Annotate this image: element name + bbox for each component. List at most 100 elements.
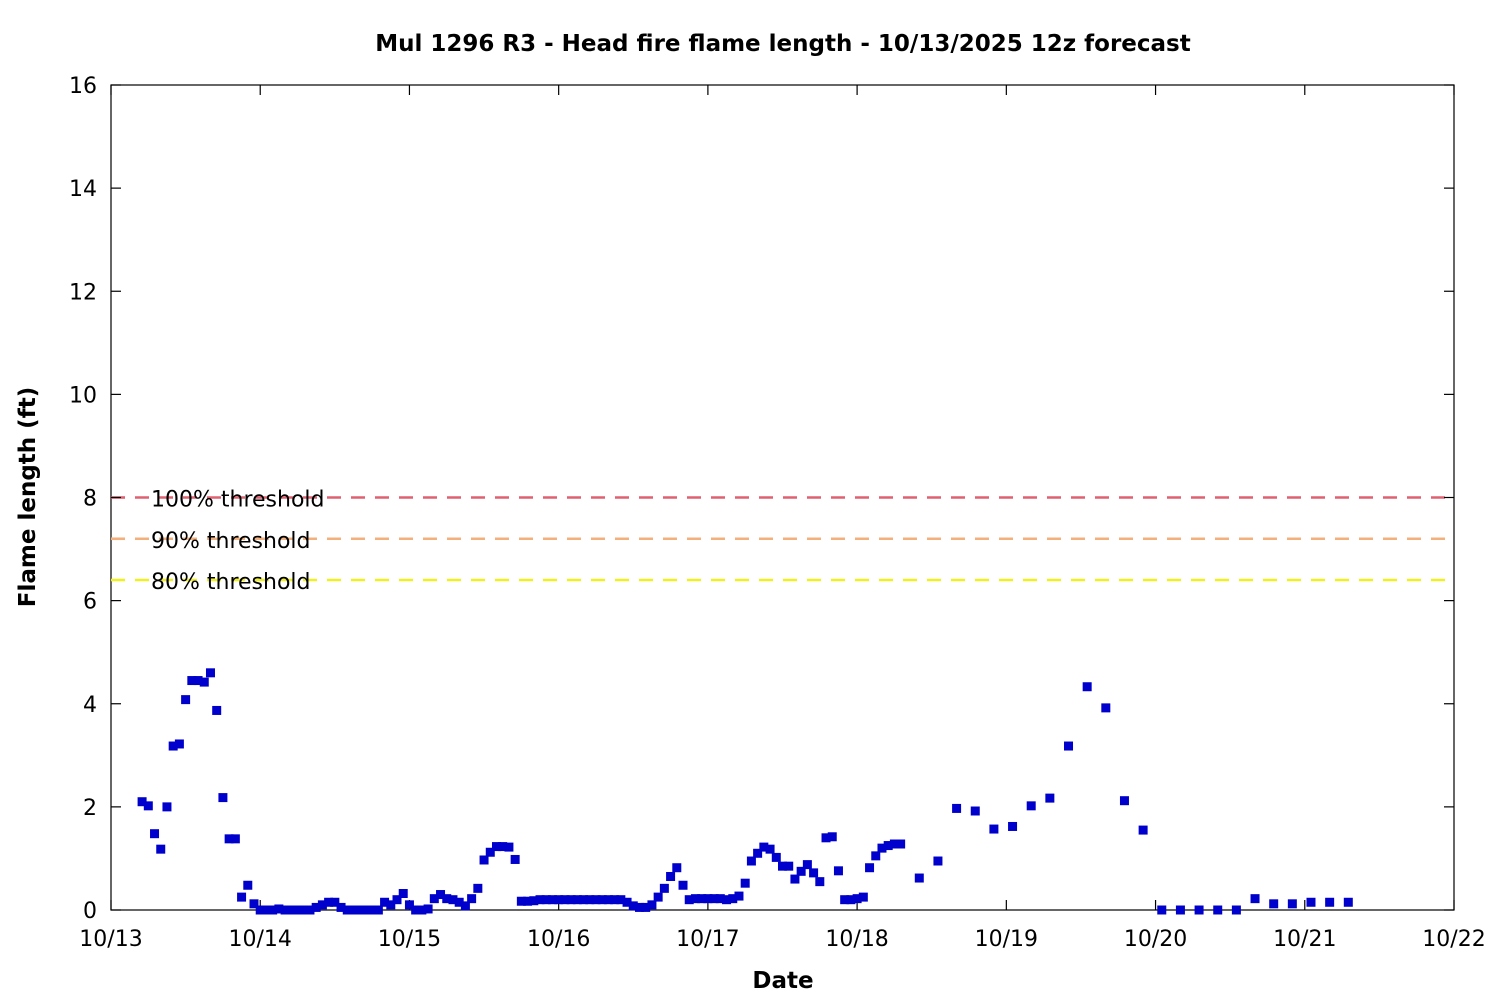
data-point	[610, 895, 620, 905]
data-point	[933, 856, 943, 866]
data-point	[659, 883, 669, 893]
data-point	[205, 668, 215, 678]
data-point	[237, 892, 247, 902]
data-point	[653, 892, 663, 902]
data-point	[1082, 682, 1092, 692]
data-point	[690, 894, 700, 904]
data-points	[137, 668, 1353, 915]
data-point	[846, 895, 856, 905]
data-point	[361, 905, 371, 915]
data-point	[1231, 905, 1241, 915]
x-tick-label: 10/15	[378, 927, 441, 952]
data-point	[510, 854, 520, 864]
y-tick-label: 6	[83, 590, 97, 615]
data-point	[877, 843, 887, 853]
data-point	[367, 905, 377, 915]
data-point	[485, 847, 495, 857]
x-tick-label: 10/21	[1273, 927, 1336, 952]
x-axis-label: Date	[752, 968, 813, 994]
data-point	[373, 905, 383, 915]
data-point	[398, 889, 408, 898]
threshold-label: 100% threshold	[151, 488, 325, 513]
chart-title: Mul 1296 R3 - Head fire flame length - 1…	[375, 31, 1191, 57]
data-point	[193, 676, 203, 686]
data-point	[1343, 897, 1353, 907]
data-point	[666, 871, 676, 881]
y-tick-label: 4	[83, 693, 97, 718]
data-point	[778, 861, 787, 871]
data-point	[622, 897, 632, 907]
y-tick-label: 0	[83, 899, 97, 924]
data-point	[261, 905, 271, 915]
data-point	[970, 806, 980, 816]
data-point	[317, 900, 327, 910]
data-point	[348, 905, 358, 915]
data-point	[678, 880, 688, 890]
data-point	[740, 878, 750, 888]
data-point	[1157, 905, 1167, 915]
data-point	[765, 844, 775, 854]
data-point	[1119, 796, 1129, 806]
data-point	[479, 855, 489, 865]
x-tick-label: 10/16	[527, 927, 590, 952]
data-point	[243, 880, 253, 890]
data-point	[1175, 905, 1185, 915]
data-point	[1306, 897, 1316, 907]
data-point	[355, 905, 365, 915]
data-point	[516, 896, 526, 906]
y-tick-label: 8	[83, 487, 97, 512]
data-point	[858, 892, 868, 902]
data-point	[1213, 905, 1223, 915]
data-point	[280, 905, 290, 915]
data-point	[753, 848, 763, 858]
y-tick-label: 2	[83, 796, 97, 821]
data-point	[436, 890, 446, 900]
data-point	[883, 841, 893, 851]
data-point	[896, 839, 906, 849]
data-point	[423, 904, 433, 914]
data-point	[865, 863, 875, 873]
data-point	[759, 842, 769, 852]
data-point	[579, 895, 589, 905]
data-point	[1026, 801, 1036, 811]
data-point	[591, 895, 601, 905]
data-point	[324, 897, 334, 907]
threshold-lines: 100% threshold 90% threshold 80% threshold	[111, 488, 1454, 595]
y-tick-label: 16	[69, 74, 97, 99]
data-point	[311, 902, 321, 912]
data-point	[249, 899, 259, 909]
data-point	[218, 793, 228, 803]
data-point	[871, 851, 881, 861]
plot-area: 100% threshold 90% threshold 80% threshold…	[69, 74, 1486, 952]
data-point	[460, 901, 470, 911]
data-point	[833, 866, 843, 876]
data-point	[641, 902, 651, 912]
data-point	[299, 905, 309, 915]
data-point	[392, 895, 402, 905]
data-point	[616, 895, 626, 905]
data-point	[572, 895, 582, 905]
data-point	[1064, 741, 1074, 751]
data-point	[784, 861, 794, 871]
y-tick-label: 14	[69, 177, 97, 202]
data-point	[547, 895, 557, 905]
data-point	[442, 894, 452, 904]
data-point	[709, 894, 719, 904]
data-point	[809, 868, 819, 878]
data-point	[647, 900, 657, 910]
data-point	[212, 705, 222, 715]
data-point	[771, 852, 781, 862]
data-point	[560, 895, 570, 905]
data-point	[1194, 905, 1204, 915]
data-point	[952, 803, 962, 813]
data-point	[603, 895, 613, 905]
data-point	[498, 842, 508, 852]
threshold-label: 80% threshold	[151, 570, 311, 595]
data-point	[255, 905, 265, 915]
x-tick-label: 10/13	[79, 927, 142, 952]
data-point	[703, 894, 713, 904]
data-point	[821, 833, 831, 843]
data-point	[305, 905, 315, 915]
data-point	[523, 896, 533, 906]
data-point	[404, 900, 414, 910]
